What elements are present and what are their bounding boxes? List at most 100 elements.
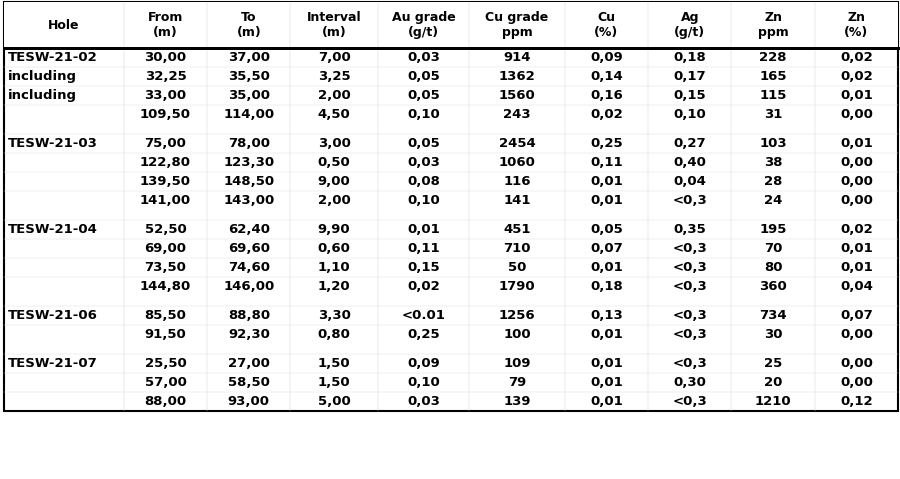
Text: 0,03: 0,03 (407, 395, 440, 408)
Text: 37,00: 37,00 (228, 51, 270, 64)
Text: 144,80: 144,80 (140, 280, 191, 293)
Text: 0,05: 0,05 (590, 223, 623, 236)
Text: 88,80: 88,80 (228, 309, 270, 322)
Text: TESW-21-02: TESW-21-02 (8, 51, 98, 64)
Text: 914: 914 (503, 51, 531, 64)
Text: <0,3: <0,3 (672, 357, 707, 370)
Text: 0,10: 0,10 (407, 376, 440, 389)
Text: 146,00: 146,00 (223, 280, 274, 293)
Text: 38: 38 (764, 156, 782, 169)
Text: 0,01: 0,01 (407, 223, 440, 236)
Text: 92,30: 92,30 (228, 328, 270, 341)
Text: <0,3: <0,3 (672, 261, 707, 274)
Text: 0,35: 0,35 (673, 223, 707, 236)
Text: 0,02: 0,02 (840, 223, 873, 236)
Text: 0,10: 0,10 (673, 108, 707, 121)
Text: Zn
ppm: Zn ppm (758, 11, 788, 39)
Text: 58,50: 58,50 (228, 376, 270, 389)
Text: 4,50: 4,50 (318, 108, 350, 121)
Text: 5,00: 5,00 (318, 395, 350, 408)
Text: 0,15: 0,15 (673, 89, 707, 102)
Text: 0,00: 0,00 (840, 376, 873, 389)
Text: 1362: 1362 (499, 70, 536, 83)
Text: 0,09: 0,09 (407, 357, 440, 370)
Text: 115: 115 (760, 89, 787, 102)
Text: including: including (8, 89, 77, 102)
Text: 0,01: 0,01 (590, 175, 623, 188)
Text: 0,00: 0,00 (840, 194, 873, 207)
Text: 3,25: 3,25 (318, 70, 350, 83)
Text: <0,3: <0,3 (672, 280, 707, 293)
Text: 0,05: 0,05 (407, 89, 440, 102)
Text: 1560: 1560 (499, 89, 536, 102)
Text: 103: 103 (760, 137, 787, 150)
Text: 0,03: 0,03 (407, 51, 440, 64)
Text: 451: 451 (503, 223, 531, 236)
Text: 0,02: 0,02 (407, 280, 440, 293)
Text: 30: 30 (764, 328, 782, 341)
Text: 1256: 1256 (499, 309, 536, 322)
Text: 0,11: 0,11 (590, 156, 623, 169)
Text: 0,01: 0,01 (840, 89, 873, 102)
Text: Cu
(%): Cu (%) (594, 11, 618, 39)
Text: <0,3: <0,3 (672, 328, 707, 341)
Text: 69,00: 69,00 (145, 242, 186, 255)
Text: 228: 228 (760, 51, 787, 64)
Text: 35,50: 35,50 (228, 70, 270, 83)
Text: 1060: 1060 (499, 156, 536, 169)
Text: 88,00: 88,00 (145, 395, 186, 408)
Text: 243: 243 (503, 108, 531, 121)
Text: 0,12: 0,12 (840, 395, 873, 408)
Text: TESW-21-07: TESW-21-07 (8, 357, 98, 370)
Text: 75,00: 75,00 (145, 137, 186, 150)
Text: 0,03: 0,03 (407, 156, 440, 169)
Text: 0,08: 0,08 (407, 175, 440, 188)
Text: 195: 195 (760, 223, 787, 236)
Text: 93,00: 93,00 (228, 395, 270, 408)
Text: 114,00: 114,00 (223, 108, 274, 121)
Text: 0,02: 0,02 (840, 51, 873, 64)
Text: 100: 100 (503, 328, 531, 341)
Text: 0,09: 0,09 (590, 51, 623, 64)
Text: 28: 28 (764, 175, 782, 188)
Text: 52,50: 52,50 (145, 223, 186, 236)
Text: 141: 141 (503, 194, 531, 207)
Text: 78,00: 78,00 (228, 137, 270, 150)
Text: 25: 25 (764, 357, 782, 370)
Text: 0,11: 0,11 (408, 242, 440, 255)
Text: 0,10: 0,10 (407, 108, 440, 121)
Text: 109,50: 109,50 (140, 108, 191, 121)
Text: Hole: Hole (49, 19, 80, 32)
Text: Ag
(g/t): Ag (g/t) (674, 11, 706, 39)
Text: <0,3: <0,3 (672, 242, 707, 255)
Text: 57,00: 57,00 (145, 376, 186, 389)
Text: 0,30: 0,30 (673, 376, 707, 389)
Text: 74,60: 74,60 (228, 261, 270, 274)
Text: 32,25: 32,25 (145, 70, 186, 83)
Text: 0,01: 0,01 (840, 261, 873, 274)
Text: 69,60: 69,60 (228, 242, 270, 255)
Text: 1790: 1790 (499, 280, 536, 293)
Text: TESW-21-03: TESW-21-03 (8, 137, 98, 150)
Bar (4, 2, 898, 48)
Text: <0.01: <0.01 (401, 309, 446, 322)
Text: 139,50: 139,50 (140, 175, 191, 188)
Text: 85,50: 85,50 (145, 309, 186, 322)
Text: 0,14: 0,14 (590, 70, 623, 83)
Text: From
(m): From (m) (148, 11, 184, 39)
Text: 0,07: 0,07 (590, 242, 623, 255)
Text: 0,00: 0,00 (840, 156, 873, 169)
Text: 109: 109 (503, 357, 531, 370)
Text: 0,00: 0,00 (840, 357, 873, 370)
Text: 7,00: 7,00 (318, 51, 350, 64)
Text: 0,16: 0,16 (590, 89, 623, 102)
Text: 0,01: 0,01 (590, 376, 623, 389)
Text: 0,01: 0,01 (590, 194, 623, 207)
Text: 1,50: 1,50 (318, 357, 350, 370)
Text: 0,01: 0,01 (590, 395, 623, 408)
Text: 1,20: 1,20 (318, 280, 350, 293)
Text: 80: 80 (764, 261, 782, 274)
Text: 116: 116 (503, 175, 531, 188)
Text: <0,3: <0,3 (672, 309, 707, 322)
Text: 0,25: 0,25 (408, 328, 440, 341)
